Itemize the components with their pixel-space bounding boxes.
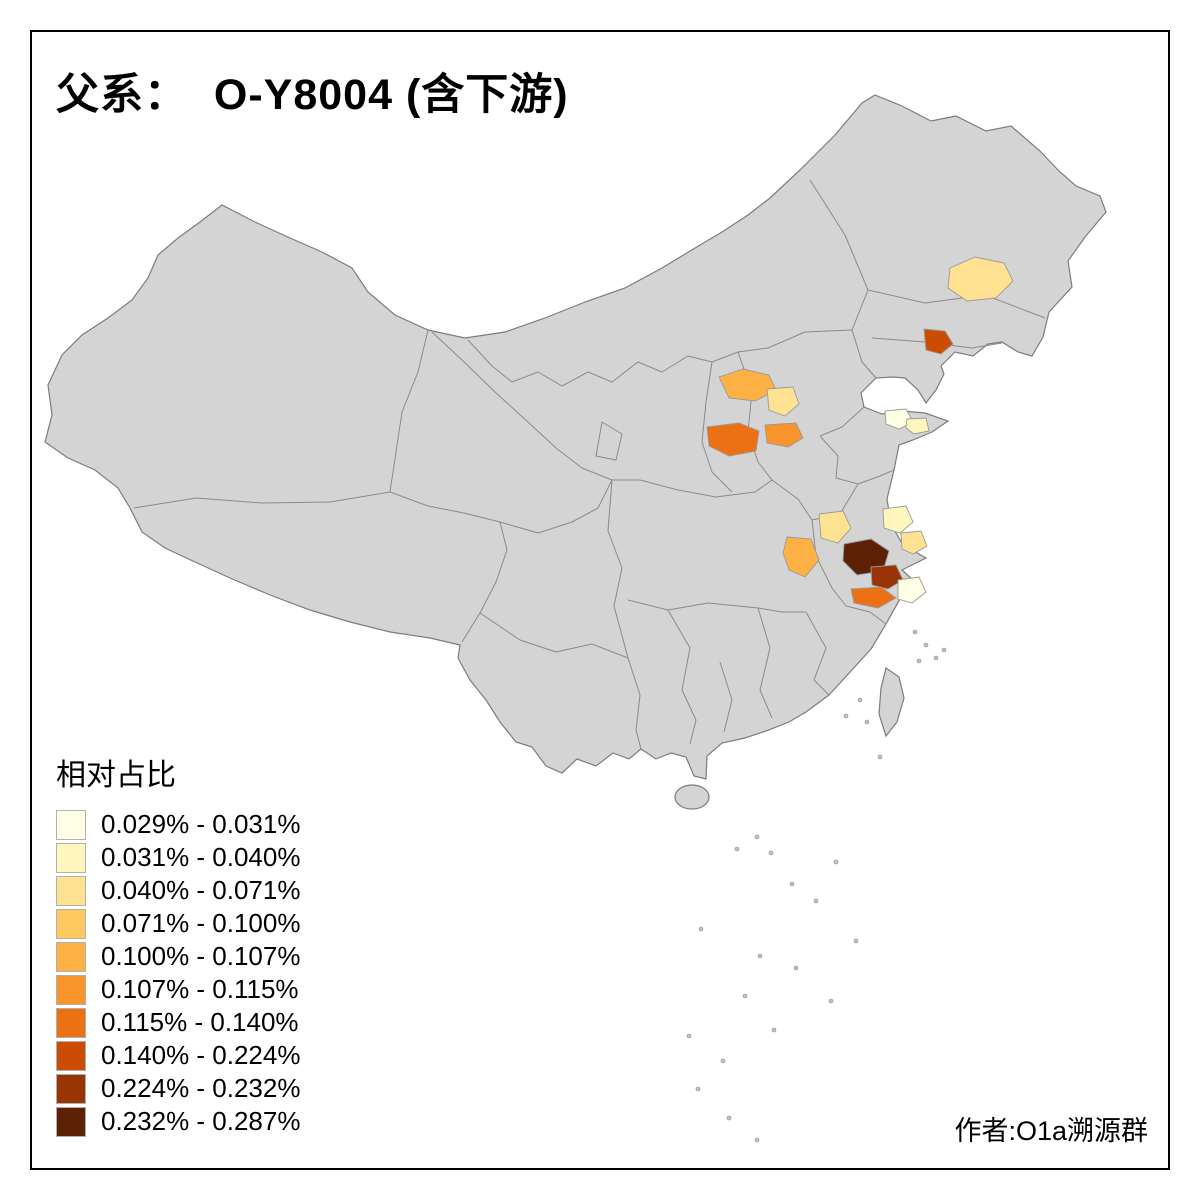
legend-item-9: 0.224% - 0.232% <box>56 1072 300 1105</box>
highlighted-region-12 <box>900 530 928 555</box>
highlighted-region-2 <box>923 328 954 355</box>
highlighted-region-10 <box>782 536 820 578</box>
legend-title: 相对占比 <box>56 759 176 792</box>
legend-swatch <box>56 842 86 873</box>
legend-range-label: 0.031% - 0.040% <box>101 842 301 872</box>
highlighted-region-5 <box>706 422 760 457</box>
highlighted-region-14 <box>870 564 904 590</box>
legend-swatch <box>56 941 86 972</box>
legend-item-5: 0.100% - 0.107% <box>56 940 300 973</box>
legend-swatch <box>56 974 86 1005</box>
map-title: 父系： O-Y8004 (含下游) <box>56 71 569 119</box>
plot-frame <box>30 30 1170 1170</box>
author-credit: 作者:O1a溯源群 <box>954 1116 1148 1146</box>
legend-item-2: 0.031% - 0.040% <box>56 841 300 874</box>
highlighted-region-8 <box>905 417 930 435</box>
hainan-island <box>674 784 710 810</box>
legend-swatch <box>56 908 86 939</box>
legend-item-3: 0.040% - 0.071% <box>56 874 300 907</box>
legend-item-6: 0.107% - 0.115% <box>56 973 300 1006</box>
legend-item-8: 0.140% - 0.224% <box>56 1039 300 1072</box>
legend-swatch <box>56 875 86 906</box>
highlighted-region-1 <box>947 256 1014 302</box>
legend-item-4: 0.071% - 0.100% <box>56 907 300 940</box>
legend-range-label: 0.071% - 0.100% <box>101 908 301 938</box>
taiwan-island <box>878 667 905 738</box>
legend-swatch <box>56 1073 86 1104</box>
legend-item-10: 0.232% - 0.287% <box>56 1105 300 1138</box>
legend-range-label: 0.107% - 0.115% <box>101 974 299 1004</box>
legend-range-label: 0.115% - 0.140% <box>101 1007 299 1037</box>
highlighted-region-4 <box>766 386 800 417</box>
small-islands <box>686 629 947 1143</box>
legend-range-label: 0.029% - 0.031% <box>101 809 301 839</box>
legend-swatch <box>56 1007 86 1038</box>
legend-item-1: 0.029% - 0.031% <box>56 808 300 841</box>
legend-range-label: 0.224% - 0.232% <box>101 1073 301 1103</box>
highlighted-region-11 <box>882 505 914 534</box>
highlighted-region-9 <box>818 510 852 544</box>
highlighted-region-16 <box>897 576 927 604</box>
legend-range-label: 0.100% - 0.107% <box>101 941 301 971</box>
legend-range-label: 0.232% - 0.287% <box>101 1106 301 1136</box>
legend: 相对占比 0.029% - 0.031% 0.031% - 0.040% 0.040… <box>56 750 300 1138</box>
highlighted-regions <box>706 256 1014 609</box>
highlighted-region-15 <box>850 586 897 609</box>
legend-range-label: 0.040% - 0.071% <box>101 875 301 905</box>
legend-item-7: 0.115% - 0.140% <box>56 1006 300 1039</box>
china-mainland-shape <box>44 94 1107 780</box>
legend-swatch <box>56 809 86 840</box>
legend-swatch <box>56 1106 86 1137</box>
legend-range-label: 0.140% - 0.224% <box>101 1040 301 1070</box>
province-borders <box>133 179 1046 750</box>
legend-swatch <box>56 1040 86 1071</box>
legend-items: 0.029% - 0.031% 0.031% - 0.040% 0.040% - 0… <box>56 808 300 1138</box>
highlighted-region-6 <box>764 422 804 448</box>
